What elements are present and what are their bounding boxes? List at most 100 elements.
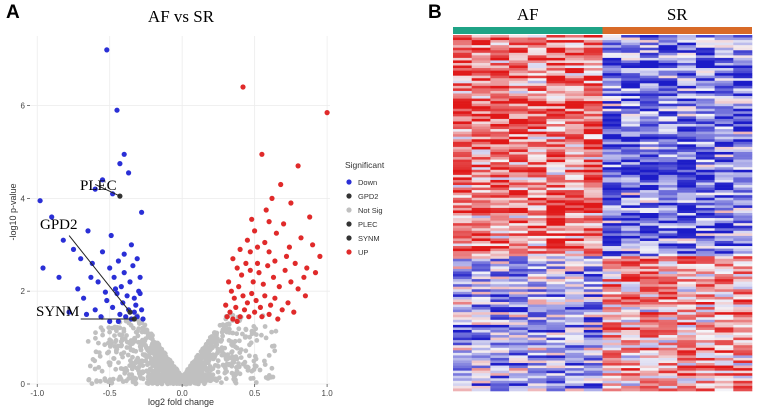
- heatmap-cell: [546, 327, 566, 331]
- heatmap-cell: [714, 327, 734, 331]
- heatmap-cell: [471, 210, 491, 214]
- heatmap-cell: [639, 73, 659, 76]
- heatmap-cell: [714, 80, 734, 84]
- heatmap-cell: [639, 345, 659, 349]
- heatmap-cell: [527, 151, 547, 155]
- heatmap-cell: [677, 144, 697, 148]
- heatmap-cell: [527, 302, 547, 305]
- heatmap-cell: [490, 291, 510, 295]
- heatmap-cell: [471, 35, 491, 38]
- heatmap-cell: [695, 246, 715, 249]
- notsig-point: [211, 337, 217, 343]
- heatmap-cell: [602, 383, 622, 387]
- heatmap-cell: [490, 96, 510, 99]
- heatmap-cell: [733, 238, 753, 242]
- heatmap-cell: [621, 279, 641, 282]
- heatmap-cell: [583, 380, 603, 384]
- heatmap-cell: [565, 124, 585, 127]
- heatmap-cell: [621, 157, 641, 160]
- heatmap-cell: [639, 42, 659, 46]
- heatmap-cell: [509, 380, 529, 384]
- heatmap-cell: [546, 50, 566, 54]
- down-point: [126, 170, 132, 176]
- notsig-point: [163, 355, 169, 360]
- heatmap-cell: [658, 220, 678, 224]
- heatmap-cell: [658, 124, 678, 127]
- heatmap-cell: [509, 167, 529, 171]
- heatmap-cell: [490, 317, 510, 321]
- heatmap-cell: [453, 116, 472, 120]
- heatmap-cell: [509, 327, 529, 331]
- heatmap-cell: [714, 281, 734, 285]
- heatmap-cell: [527, 98, 547, 102]
- heatmap-cell: [714, 309, 734, 313]
- heatmap-cell: [695, 187, 715, 191]
- up-point: [262, 293, 268, 299]
- heatmap-cell: [658, 68, 678, 71]
- heatmap-cell: [527, 164, 547, 168]
- heatmap-cell: [714, 75, 734, 79]
- heatmap-cell: [490, 162, 510, 165]
- heatmap-cell: [453, 75, 472, 79]
- heatmap-cell: [471, 98, 491, 102]
- heatmap-cell: [621, 185, 641, 188]
- heatmap-cell: [733, 251, 753, 254]
- heatmap-cell: [677, 243, 697, 247]
- heatmap-cell: [509, 144, 529, 148]
- heatmap-cell: [565, 322, 585, 326]
- heatmap-cell: [658, 50, 678, 54]
- legend-key-down: [346, 179, 352, 185]
- heatmap-cell: [583, 332, 603, 336]
- up-point: [288, 279, 294, 285]
- heatmap-cell: [714, 187, 734, 191]
- heatmap-cell: [639, 347, 659, 351]
- heatmap-cell: [546, 271, 566, 275]
- heatmap-cell: [509, 90, 529, 94]
- heatmap-cell: [677, 210, 697, 214]
- heatmap-cell: [733, 213, 753, 216]
- heatmap-cells: [453, 35, 753, 392]
- up-point: [279, 307, 285, 313]
- heatmap-cell: [695, 228, 715, 232]
- heatmap-cell: [677, 233, 697, 237]
- heatmap-cell: [714, 240, 734, 244]
- notsig-point: [192, 371, 197, 377]
- heatmap-cell: [621, 202, 641, 206]
- heatmap-cell: [527, 345, 547, 349]
- heatmap-cell: [565, 309, 585, 313]
- notsig-point: [137, 340, 143, 345]
- heatmap-cell: [453, 365, 472, 369]
- heatmap-cell: [527, 368, 547, 371]
- heatmap-cell: [602, 340, 622, 343]
- heatmap-cell: [471, 240, 491, 244]
- heatmap-cell: [565, 281, 585, 285]
- heatmap-cell: [677, 317, 697, 321]
- heatmap-cell: [509, 70, 529, 74]
- down-point: [102, 289, 108, 295]
- heatmap-cell: [583, 218, 603, 221]
- heatmap-cell: [733, 172, 753, 176]
- heatmap-cell: [583, 131, 603, 135]
- heatmap-cell: [677, 113, 697, 117]
- heatmap-cell: [602, 246, 622, 249]
- heatmap-cell: [490, 218, 510, 221]
- heatmap-cell: [546, 385, 566, 389]
- heatmap-cell: [658, 134, 678, 138]
- notsig-point: [93, 335, 98, 341]
- heatmap-cell: [527, 113, 547, 117]
- heatmap-cell: [565, 62, 585, 66]
- heatmap-cell: [453, 284, 472, 288]
- heatmap-cell: [471, 253, 491, 257]
- heatmap-cell: [490, 302, 510, 305]
- heatmap-cell: [453, 101, 472, 104]
- heatmap-cell: [621, 98, 641, 102]
- heatmap-cell: [527, 144, 547, 148]
- heatmap-cell: [602, 129, 622, 132]
- heatmap-cell: [546, 210, 566, 214]
- heatmap-cell: [471, 375, 491, 379]
- heatmap-cell: [639, 279, 659, 282]
- heatmap-cell: [677, 47, 697, 51]
- heatmap-cell: [733, 350, 753, 354]
- heatmap-cell: [602, 167, 622, 171]
- heatmap-cell: [490, 213, 510, 216]
